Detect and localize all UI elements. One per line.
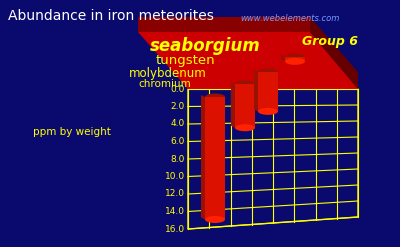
Text: 4.0: 4.0 [171, 120, 185, 128]
Ellipse shape [285, 58, 305, 65]
Text: 14.0: 14.0 [165, 207, 185, 216]
Polygon shape [138, 17, 310, 32]
Text: 6.0: 6.0 [171, 137, 185, 146]
Polygon shape [310, 17, 358, 89]
Text: 8.0: 8.0 [171, 155, 185, 164]
Polygon shape [138, 32, 358, 89]
Text: 0.0: 0.0 [171, 84, 185, 94]
Text: chromium: chromium [139, 79, 191, 89]
Text: tungsten: tungsten [155, 54, 215, 67]
Text: molybdenum: molybdenum [129, 67, 207, 80]
Text: 10.0: 10.0 [165, 172, 185, 181]
Text: 16.0: 16.0 [165, 225, 185, 233]
Text: www.webelements.com: www.webelements.com [240, 15, 340, 23]
Text: seaborgium: seaborgium [150, 37, 260, 55]
Polygon shape [201, 95, 205, 220]
Polygon shape [235, 84, 255, 128]
Text: 12.0: 12.0 [165, 189, 185, 199]
Ellipse shape [258, 68, 278, 76]
Polygon shape [258, 72, 278, 111]
Ellipse shape [258, 108, 278, 115]
Polygon shape [188, 89, 358, 229]
Text: 2.0: 2.0 [171, 102, 185, 111]
Ellipse shape [235, 81, 255, 87]
Ellipse shape [235, 124, 255, 131]
Ellipse shape [205, 216, 225, 223]
Ellipse shape [205, 94, 225, 101]
Ellipse shape [285, 54, 305, 61]
Text: ppm by weight: ppm by weight [33, 127, 111, 137]
Polygon shape [281, 55, 285, 61]
Text: Abundance in iron meteorites: Abundance in iron meteorites [8, 9, 214, 23]
Text: Group 6: Group 6 [302, 36, 358, 48]
Polygon shape [231, 82, 235, 128]
Polygon shape [205, 97, 225, 220]
Polygon shape [254, 70, 258, 111]
Polygon shape [285, 57, 305, 61]
